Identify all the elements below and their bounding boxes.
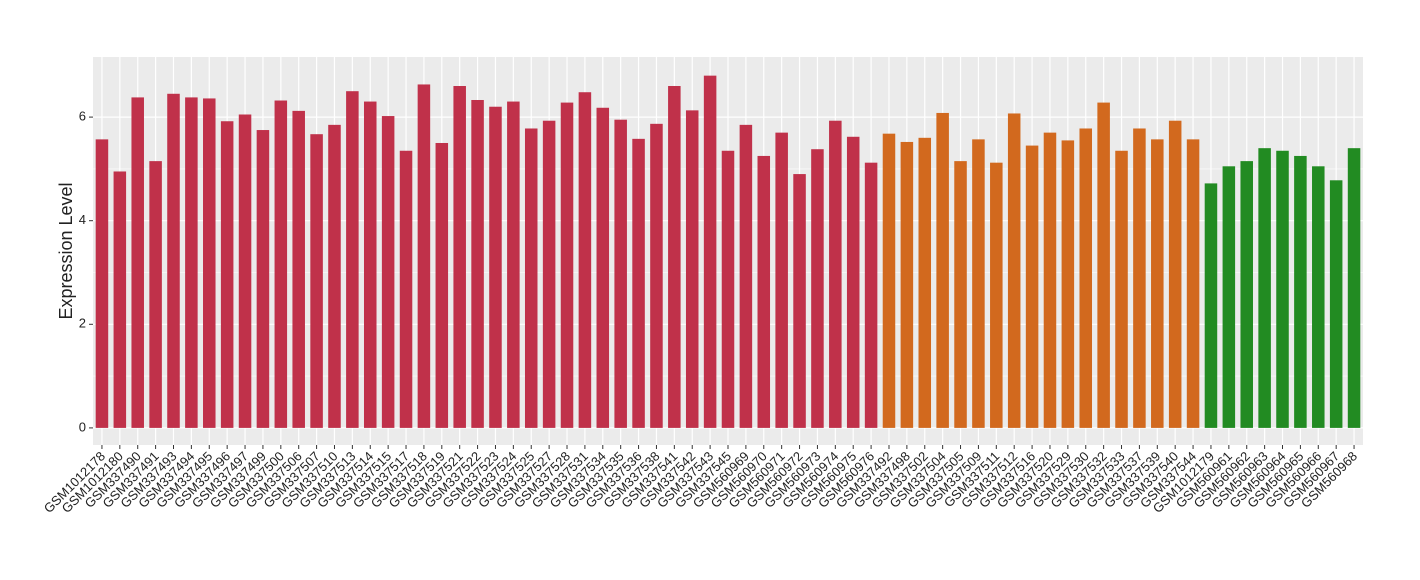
y-tick-label: 2 <box>79 316 86 331</box>
bar <box>1294 155 1307 428</box>
y-axis-label: Expression Level <box>56 182 76 319</box>
bar <box>829 120 842 428</box>
bar <box>685 110 699 428</box>
bar <box>918 137 932 428</box>
bar <box>1222 166 1236 428</box>
bar <box>489 106 502 428</box>
bar <box>1204 183 1218 428</box>
bar <box>1240 161 1253 428</box>
bar <box>1258 148 1271 428</box>
y-tick-label: 6 <box>79 109 86 124</box>
bar <box>399 150 413 428</box>
bar <box>256 130 270 428</box>
bar <box>668 86 681 428</box>
bar <box>900 141 914 428</box>
bar <box>346 91 359 428</box>
bar <box>310 134 323 428</box>
bar <box>864 162 878 428</box>
bar <box>220 121 234 428</box>
bar <box>328 124 341 428</box>
bar <box>775 132 788 428</box>
bar <box>149 161 162 428</box>
bar <box>435 142 449 428</box>
bar <box>167 93 180 428</box>
bar <box>846 136 860 428</box>
y-tick-label: 4 <box>79 212 86 227</box>
bar <box>95 139 109 428</box>
bar <box>417 84 431 428</box>
bar <box>596 107 610 428</box>
bar <box>1025 145 1039 428</box>
bar <box>560 102 574 428</box>
bar <box>1186 139 1200 428</box>
bar <box>1329 180 1343 428</box>
bar <box>990 162 1003 428</box>
bar <box>363 101 377 428</box>
bar <box>238 114 252 428</box>
bar <box>471 99 484 428</box>
bar <box>703 75 717 428</box>
bar <box>721 150 735 428</box>
bar <box>113 171 127 428</box>
bar <box>274 100 288 428</box>
bar <box>882 133 896 428</box>
bar <box>131 97 144 428</box>
bar <box>936 112 949 428</box>
bar <box>1168 120 1182 428</box>
bar <box>1043 132 1057 428</box>
bar <box>1079 128 1093 428</box>
bar <box>1061 140 1075 428</box>
bar <box>1007 113 1021 428</box>
bar <box>453 86 466 428</box>
y-tick-label: 0 <box>79 419 86 434</box>
bar <box>1151 139 1164 428</box>
bar <box>507 101 520 428</box>
bar <box>1097 102 1110 428</box>
bar <box>1312 166 1325 428</box>
bar <box>1276 150 1289 428</box>
bar <box>793 174 806 428</box>
bar <box>542 120 556 428</box>
bar <box>292 110 305 428</box>
bar <box>524 128 538 428</box>
bar <box>1133 128 1146 428</box>
bar <box>757 155 771 428</box>
bar <box>632 138 645 428</box>
bar <box>203 98 216 428</box>
bar <box>614 119 627 428</box>
bar <box>1115 150 1128 428</box>
bar <box>381 116 395 428</box>
bar <box>739 124 753 428</box>
bar <box>1347 148 1361 428</box>
bar <box>650 123 663 428</box>
bar <box>811 149 824 428</box>
bar <box>954 161 967 428</box>
bar <box>972 139 985 428</box>
bar <box>578 92 592 428</box>
bar <box>185 97 198 428</box>
